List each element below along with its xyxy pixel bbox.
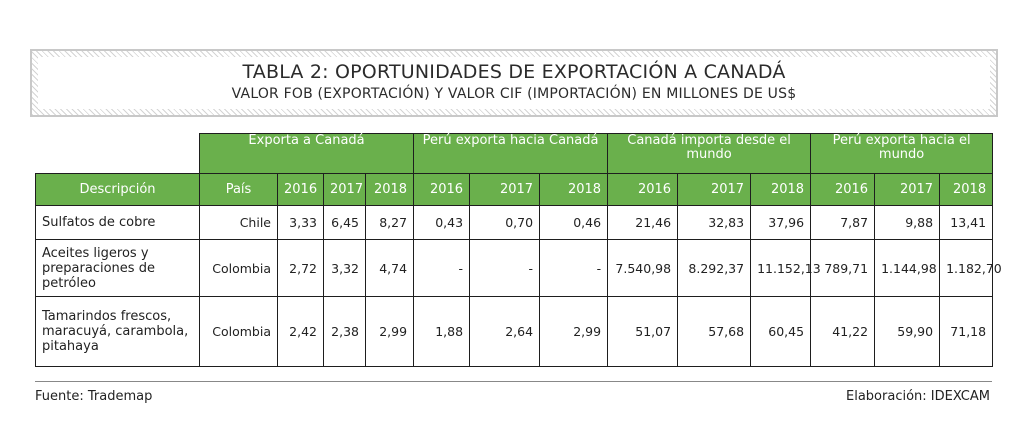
credit-note: Elaboración: IDEXCAM: [846, 389, 990, 404]
group-header-canada-importa-mundo: Canadá importa desde el mundo: [607, 133, 812, 174]
table-cell: -: [413, 239, 471, 297]
table-cell: 3,32: [323, 239, 366, 297]
row-description: Aceites ligeros y preparaciones de petró…: [35, 239, 200, 297]
table-cell: 4,74: [364, 239, 415, 297]
data-table: Exporta a Canadá Perú exporta hacia Cana…: [35, 133, 1002, 367]
footer-divider: [35, 381, 992, 382]
table-cell: 8.292,37: [677, 239, 752, 297]
column-header-row: Descripción País 2016 2017 2018 2016 201…: [35, 173, 994, 206]
column-header-year: 2016: [277, 173, 324, 206]
table-cell: 9,88: [874, 205, 941, 240]
table-cell: 11.152,13: [750, 239, 821, 297]
row-description: Tamarindos frescos, maracuyá, carambola,…: [35, 296, 200, 367]
row-country: Colombia: [199, 296, 278, 367]
column-header-year: 2018: [939, 173, 994, 206]
table-cell: 1.144,98: [874, 239, 941, 297]
column-header-year: 2018: [750, 173, 812, 206]
table-cell: 13,41: [939, 205, 994, 240]
title-inner: TABLA 2: OPORTUNIDADES DE EXPORTACIÓN A …: [38, 57, 990, 109]
column-header-year: 2018: [539, 173, 609, 206]
table-cell: 2,42: [277, 296, 324, 367]
table-cell: 71,18: [939, 296, 994, 367]
column-header-pais: País: [199, 173, 278, 206]
table-cell: 2,38: [323, 296, 366, 367]
table-cell: 0,43: [413, 205, 471, 240]
table-cell: 21,46: [607, 205, 679, 240]
title-box: TABLA 2: OPORTUNIDADES DE EXPORTACIÓN A …: [30, 49, 998, 117]
table-cell: 2,64: [469, 296, 541, 367]
source-note: Fuente: Trademap: [35, 389, 153, 404]
table-cell: 57,68: [677, 296, 752, 367]
blank-corner: [36, 134, 200, 174]
table-cell: 2,72: [277, 239, 324, 297]
group-header-exporta-canada: Exporta a Canadá: [198, 133, 415, 174]
group-header-peru-exporta-mundo: Perú exporta hacia el mundo: [810, 133, 994, 174]
table-cell: 2,99: [539, 296, 609, 367]
table-cell: 7.540,98: [607, 239, 679, 297]
group-header-peru-exporta-canada: Perú exporta hacia Canadá: [413, 133, 609, 174]
table-row: Tamarindos frescos, maracuyá, carambola,…: [35, 296, 994, 367]
row-country: Colombia: [199, 239, 278, 297]
table-cell: 789,71: [810, 239, 876, 297]
table-cell: 0,46: [539, 205, 609, 240]
column-header-year: 2017: [677, 173, 752, 206]
column-header-year: 2016: [810, 173, 876, 206]
table-cell: 1,88: [413, 296, 471, 367]
table-cell: -: [469, 239, 541, 297]
table-cell: 7,87: [810, 205, 876, 240]
table-title: TABLA 2: OPORTUNIDADES DE EXPORTACIÓN A …: [242, 61, 786, 83]
table-cell: 37,96: [750, 205, 812, 240]
table-cell: 3,33: [277, 205, 324, 240]
table-row: Aceites ligeros y preparaciones de petró…: [35, 239, 1002, 297]
table-subtitle: VALOR FOB (EXPORTACIÓN) Y VALOR CIF (IMP…: [231, 86, 797, 102]
table-cell: 60,45: [750, 296, 812, 367]
column-header-year: 2018: [364, 173, 415, 206]
column-header-year: 2017: [323, 173, 366, 206]
group-header-row: Exporta a Canadá Perú exporta hacia Cana…: [36, 133, 994, 174]
table-cell: 51,07: [607, 296, 679, 367]
row-description: Sulfatos de cobre: [35, 205, 200, 240]
column-header-year: 2017: [469, 173, 541, 206]
table-cell: -: [539, 239, 609, 297]
table-cell: 6,45: [323, 205, 366, 240]
table-cell: 59,90: [874, 296, 941, 367]
table-cell: 41,22: [810, 296, 876, 367]
table-cell: 2,99: [364, 296, 415, 367]
column-header-year: 2016: [607, 173, 679, 206]
table-cell: 1.182,70: [939, 239, 1002, 297]
table-cell: 0,70: [469, 205, 541, 240]
column-header-year: 2017: [874, 173, 941, 206]
table-cell: 32,83: [677, 205, 752, 240]
table-cell: 8,27: [364, 205, 415, 240]
column-header-descripcion: Descripción: [35, 173, 200, 206]
row-country: Chile: [199, 205, 278, 240]
column-header-year: 2016: [413, 173, 471, 206]
table-row: Sulfatos de cobre Chile 3,33 6,45 8,27 0…: [35, 205, 994, 240]
